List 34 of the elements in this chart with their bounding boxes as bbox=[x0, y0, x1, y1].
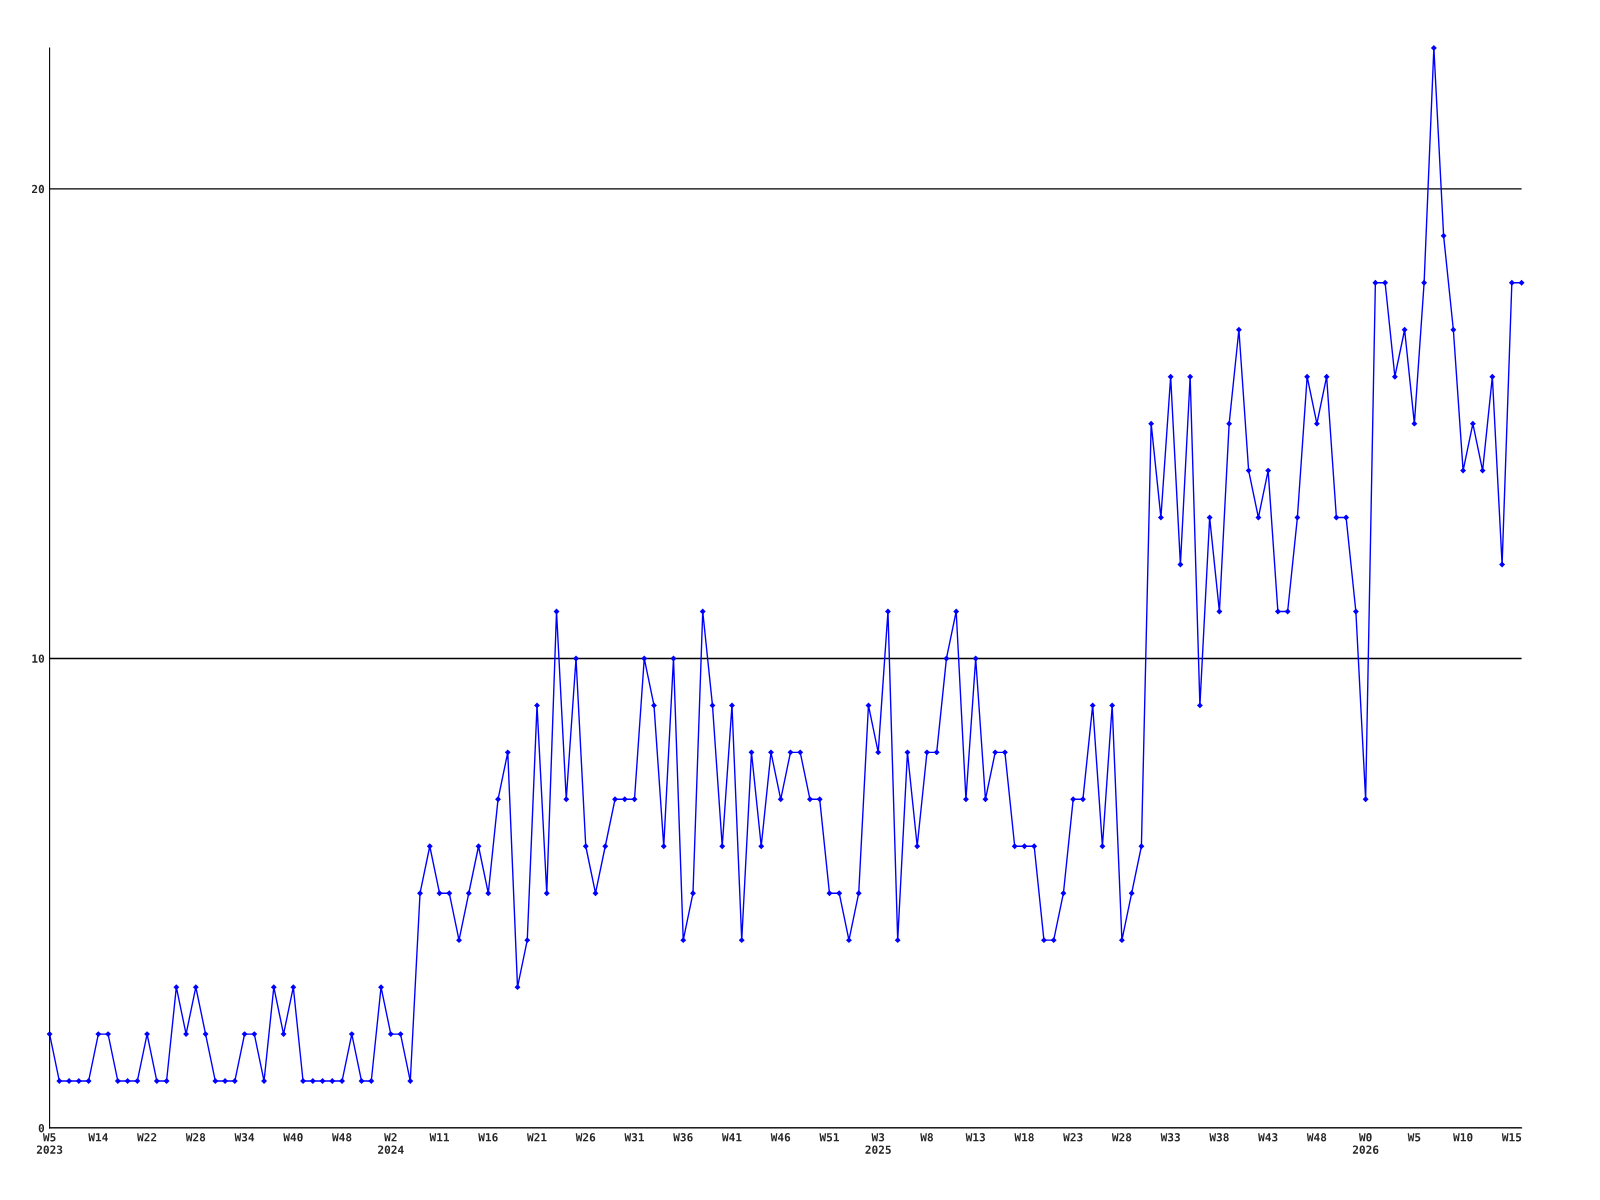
x-tick-label: W28 bbox=[185, 1133, 206, 1142]
x-tick-label: W23 bbox=[1063, 1133, 1083, 1142]
x-tick-label: W11 bbox=[429, 1133, 450, 1142]
x-tick-label: W8 bbox=[920, 1133, 933, 1142]
x-tick-label: W36 bbox=[673, 1133, 693, 1142]
x-tick-label: W21 bbox=[526, 1133, 547, 1142]
x-tick-label: W41 bbox=[721, 1133, 742, 1142]
x-tick-label: W46 bbox=[770, 1133, 791, 1142]
y-tick-label: 20 bbox=[31, 184, 45, 194]
x-tick-label: W3 2025 bbox=[865, 1133, 891, 1154]
x-tick-label: W33 bbox=[1160, 1133, 1180, 1142]
x-tick-label: W5 bbox=[1407, 1133, 1421, 1142]
x-tick-label: W10 bbox=[1453, 1133, 1473, 1142]
x-tick-label: W43 bbox=[1258, 1133, 1278, 1142]
x-tick-label: W40 bbox=[283, 1133, 303, 1142]
x-tick-label: W48 bbox=[332, 1133, 352, 1142]
x-tick-label: W38 bbox=[1209, 1133, 1229, 1142]
y-tick-label: 0 bbox=[38, 1123, 45, 1133]
x-tick-label: W5 2023 bbox=[36, 1133, 63, 1154]
x-tick-label: W31 bbox=[624, 1133, 644, 1142]
x-tick-label: W28 bbox=[1111, 1133, 1132, 1142]
x-tick-label: W48 bbox=[1306, 1133, 1327, 1142]
x-tick-label: W34 bbox=[234, 1133, 255, 1142]
x-tick-label: W15 bbox=[1501, 1133, 1522, 1142]
x-tick-label: W51 bbox=[819, 1133, 839, 1142]
x-tick-label: W18 bbox=[1014, 1133, 1034, 1142]
x-tick-label: W22 bbox=[137, 1133, 157, 1142]
x-tick-label: W14 bbox=[88, 1133, 108, 1142]
y-tick-label: 10 bbox=[32, 654, 45, 663]
x-tick-label: W16 bbox=[478, 1133, 498, 1142]
x-tick-label: W2 2024 bbox=[378, 1133, 404, 1154]
x-tick-label: W13 bbox=[965, 1133, 986, 1142]
x-tick-label: W26 bbox=[575, 1133, 596, 1142]
x-tick-label: W0 2026 bbox=[1352, 1133, 1379, 1154]
